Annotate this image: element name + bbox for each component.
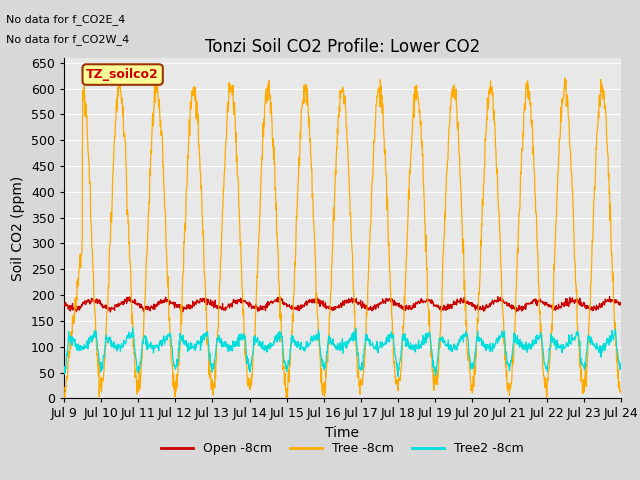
Text: No data for f_CO2E_4: No data for f_CO2E_4 bbox=[6, 14, 125, 25]
X-axis label: Time: Time bbox=[325, 426, 360, 440]
Y-axis label: Soil CO2 (ppm): Soil CO2 (ppm) bbox=[12, 175, 26, 281]
Title: Tonzi Soil CO2 Profile: Lower CO2: Tonzi Soil CO2 Profile: Lower CO2 bbox=[205, 38, 480, 56]
Text: TZ_soilco2: TZ_soilco2 bbox=[86, 68, 159, 81]
Text: No data for f_CO2W_4: No data for f_CO2W_4 bbox=[6, 34, 130, 45]
Legend: Open -8cm, Tree -8cm, Tree2 -8cm: Open -8cm, Tree -8cm, Tree2 -8cm bbox=[156, 437, 529, 460]
